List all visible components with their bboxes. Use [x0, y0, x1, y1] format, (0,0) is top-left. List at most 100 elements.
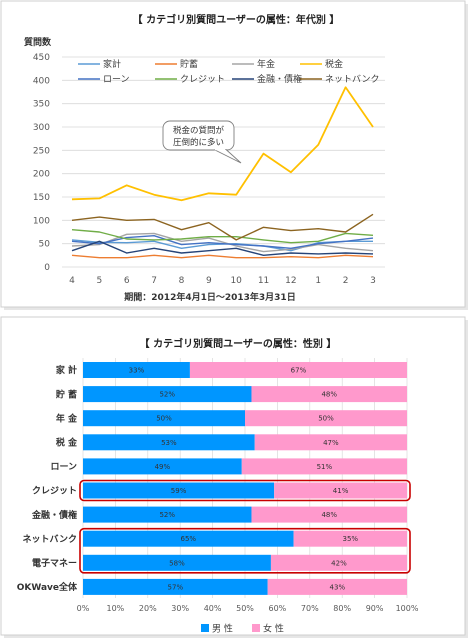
- highlight-box: [79, 479, 411, 502]
- x-tick-label: 10%: [107, 604, 125, 613]
- category-label: 貯 蓄: [56, 388, 77, 400]
- bar-segment: [267, 578, 407, 595]
- bars-group: 33% 67% 52% 48% 50% 50% 53% 47% 49% 51% 59% 41% 52% 4…: [83, 362, 407, 595]
- data-label: 49%: [155, 463, 171, 471]
- data-label: 52%: [159, 391, 175, 399]
- category-label: 年 金: [56, 412, 78, 424]
- highlight-boxes: [79, 479, 411, 574]
- y-tick-label: 50: [39, 240, 51, 250]
- category-label: 電子マネー: [32, 558, 77, 569]
- x-tick-label: 50%: [236, 604, 254, 613]
- data-label: 57%: [168, 583, 184, 591]
- bar-segment: [245, 410, 407, 427]
- data-label: 47%: [323, 439, 339, 447]
- highlight-box: [79, 527, 411, 574]
- series-line: [71, 213, 374, 241]
- bar-segment: [189, 362, 407, 378]
- category-label: 家 計: [56, 364, 77, 376]
- legend-label: 貯蓄: [180, 58, 198, 70]
- data-label: 48%: [321, 511, 337, 519]
- x-tick-label: 10: [230, 276, 242, 286]
- bar-segment: [83, 362, 190, 378]
- bar-segment: [251, 506, 407, 523]
- x-tick-label: 20%: [139, 604, 157, 613]
- y-tick-label: 400: [33, 76, 50, 86]
- x-tick-label: 9: [206, 276, 212, 286]
- x-tick-label: 12: [285, 276, 296, 286]
- data-label: 50%: [318, 415, 334, 423]
- x-tick-label: 60%: [269, 604, 287, 613]
- callout-box: [162, 120, 235, 151]
- data-label: 43%: [330, 583, 346, 591]
- x-axis-ticks: 0% 10% 20% 30% 40% 50% 60% 70% 80% 90% 100%: [77, 604, 419, 613]
- x-tick-label: 4: [69, 276, 75, 286]
- gender-chart-panel: 【 カテゴリ別質問ユーザーの属性：性別 】 33% 67% 52% 48% 50% 50%…: [0, 316, 468, 638]
- x-tick-label: 3: [370, 276, 376, 286]
- y-tick-label: 100: [33, 216, 50, 226]
- category-label: OKWave全体: [17, 581, 78, 593]
- series-line: [71, 229, 374, 244]
- x-tick-label: 7: [151, 276, 157, 286]
- bar-segment: [251, 386, 407, 403]
- data-label: 53%: [161, 439, 177, 447]
- legend-swatch: [201, 624, 209, 632]
- y-tick-label: 350: [33, 100, 50, 110]
- data-label: 67%: [291, 367, 307, 375]
- y-tick-label: 450: [33, 53, 50, 63]
- x-tick-label: 5: [96, 276, 102, 286]
- data-label: 58%: [169, 559, 185, 567]
- x-tick-label: 1: [315, 276, 321, 286]
- y-tick-label: 300: [33, 123, 50, 133]
- bar-segment: [270, 554, 407, 571]
- category-label: クレジット: [32, 486, 77, 497]
- bar-segment: [83, 578, 268, 595]
- series-line: [71, 86, 374, 202]
- x-tick-label: 90%: [366, 604, 384, 613]
- y-axis-label: 質問数: [24, 36, 52, 48]
- data-label: 33%: [129, 367, 145, 375]
- legend-label: クレジット: [180, 74, 225, 85]
- x-tick-label: 2: [343, 276, 349, 286]
- x-tick-label: 30%: [171, 604, 189, 613]
- legend-label: 金融・債権: [257, 73, 302, 85]
- category-label: 金融・債権: [31, 509, 77, 521]
- data-label: 65%: [181, 535, 197, 543]
- series-line: [71, 234, 374, 250]
- x-tick-label: 0%: [77, 604, 90, 613]
- bar-segment: [241, 458, 407, 475]
- bar-segment: [254, 434, 407, 451]
- category-label: ローン: [50, 462, 77, 473]
- bar-segment: [83, 530, 294, 547]
- callout: 税金の質問が 圧倒的に多い: [162, 120, 242, 164]
- data-label: 52%: [159, 511, 175, 519]
- legend-label: 年金: [257, 58, 275, 70]
- bar-segment: [83, 458, 242, 475]
- data-label: 59%: [171, 487, 187, 495]
- x-tick-label: 6: [124, 276, 130, 286]
- bar-segment: [83, 554, 271, 571]
- bar-segment: [83, 386, 252, 403]
- y-tick-label: 150: [33, 193, 50, 203]
- category-label: ネットバンク: [23, 534, 77, 545]
- chart-title: 【 カテゴリ別質問ユーザーの属性：年代別 】: [133, 13, 340, 26]
- bar-segment: [83, 410, 245, 427]
- x-tick-label: 11: [258, 276, 269, 286]
- data-label: 42%: [331, 559, 347, 567]
- x-tick-label: 70%: [301, 604, 319, 613]
- x-tick-label: 40%: [204, 604, 222, 613]
- bar-segment: [83, 482, 275, 499]
- period-note: 期間：2012年4月1日～2013年3月31日: [124, 291, 295, 303]
- y-tick-label: 250: [33, 146, 50, 156]
- chart-title: 【 カテゴリ別質問ユーザーの属性：性別 】: [140, 337, 337, 350]
- line-series-group: [71, 86, 374, 259]
- data-label: 35%: [343, 535, 359, 543]
- x-tick-label: 80%: [333, 604, 351, 613]
- series-line: [71, 254, 374, 259]
- legend-swatch: [252, 624, 260, 632]
- bar-segment: [293, 530, 407, 547]
- panel-frame: [0, 0, 466, 308]
- data-label: 41%: [333, 487, 349, 495]
- legend-label: 家計: [103, 58, 121, 70]
